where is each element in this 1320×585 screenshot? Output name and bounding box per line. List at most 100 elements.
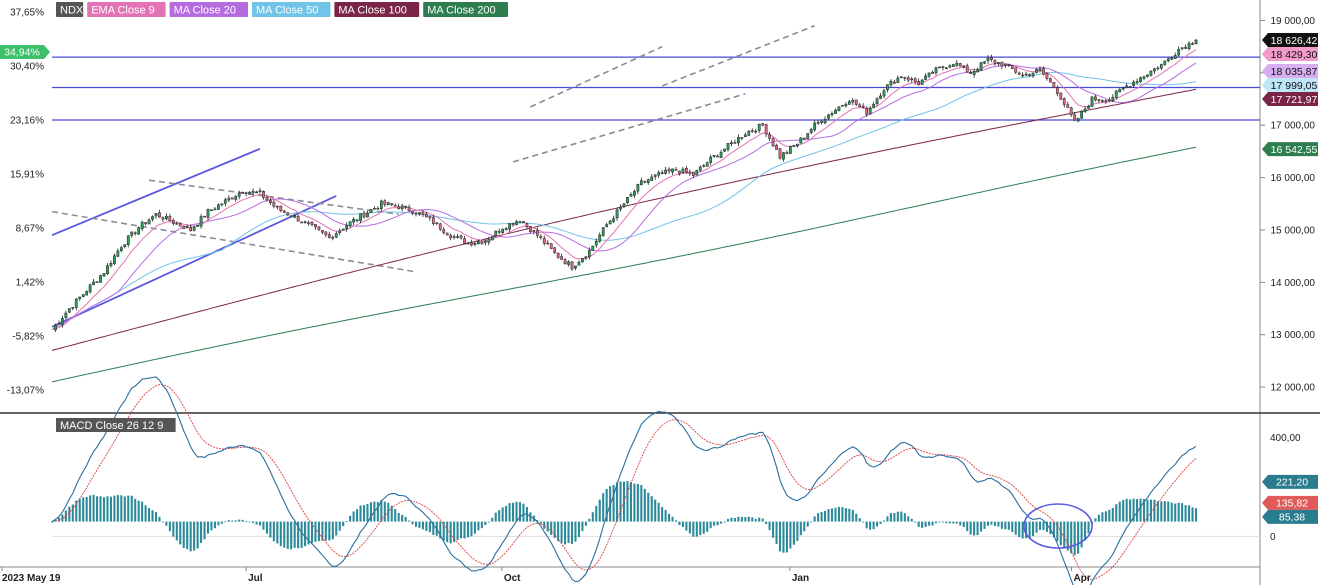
- candle[interactable]: [899, 76, 903, 79]
- candle[interactable]: [220, 203, 224, 207]
- candle[interactable]: [483, 238, 487, 246]
- candle[interactable]: [1021, 72, 1025, 78]
- candle[interactable]: [1194, 38, 1198, 45]
- candle[interactable]: [660, 169, 664, 175]
- legend-entry[interactable]: MA Close 50: [252, 2, 331, 17]
- candle[interactable]: [376, 206, 380, 210]
- candle[interactable]: [296, 214, 300, 222]
- candle[interactable]: [494, 230, 498, 238]
- candle[interactable]: [1069, 106, 1073, 117]
- candle[interactable]: [508, 223, 511, 232]
- candle[interactable]: [61, 315, 64, 328]
- candle[interactable]: [823, 116, 827, 125]
- candle[interactable]: [269, 197, 272, 206]
- candle[interactable]: [1135, 78, 1139, 85]
- candle[interactable]: [650, 174, 654, 181]
- candle[interactable]: [945, 67, 948, 70]
- candle[interactable]: [1163, 60, 1167, 66]
- candle[interactable]: [938, 66, 941, 69]
- candle[interactable]: [379, 199, 383, 212]
- candle[interactable]: [969, 70, 973, 74]
- candle[interactable]: [99, 274, 102, 283]
- candle[interactable]: [272, 199, 276, 209]
- candle[interactable]: [594, 238, 598, 248]
- candle[interactable]: [525, 222, 529, 230]
- candle[interactable]: [1000, 61, 1004, 70]
- candle[interactable]: [979, 61, 983, 71]
- candle[interactable]: [126, 235, 130, 248]
- candle[interactable]: [910, 77, 914, 83]
- trendline-lower[interactable]: [51, 195, 337, 328]
- candle[interactable]: [258, 187, 262, 194]
- candle[interactable]: [504, 226, 508, 231]
- candle[interactable]: [102, 273, 106, 278]
- candle[interactable]: [691, 171, 695, 178]
- candle[interactable]: [175, 221, 179, 225]
- candle[interactable]: [522, 221, 525, 223]
- candle[interactable]: [1014, 67, 1018, 75]
- candle[interactable]: [487, 236, 491, 246]
- candle[interactable]: [806, 133, 810, 140]
- candle[interactable]: [927, 72, 931, 79]
- candle[interactable]: [813, 119, 817, 132]
- legend-entry[interactable]: NDX: [56, 2, 84, 17]
- candle[interactable]: [289, 215, 293, 218]
- candle[interactable]: [639, 177, 643, 186]
- candle[interactable]: [327, 231, 331, 239]
- candle[interactable]: [359, 213, 362, 224]
- candle[interactable]: [997, 62, 1000, 67]
- legend-entry[interactable]: MA Close 100: [334, 2, 420, 17]
- candle[interactable]: [605, 222, 609, 228]
- candle[interactable]: [695, 169, 699, 176]
- candle[interactable]: [834, 108, 837, 114]
- candle[interactable]: [587, 247, 591, 260]
- candle[interactable]: [182, 225, 186, 230]
- candle[interactable]: [244, 191, 248, 197]
- price-pane[interactable]: [51, 24, 1260, 383]
- candle[interactable]: [723, 148, 726, 153]
- candle[interactable]: [334, 231, 338, 239]
- candle[interactable]: [473, 241, 477, 247]
- candle[interactable]: [1083, 105, 1087, 113]
- candle[interactable]: [678, 170, 681, 176]
- candle[interactable]: [74, 298, 78, 311]
- candle[interactable]: [1187, 41, 1191, 51]
- candle[interactable]: [431, 214, 435, 226]
- candle[interactable]: [1087, 104, 1090, 110]
- candle[interactable]: [865, 106, 869, 117]
- candle[interactable]: [837, 106, 841, 112]
- candle[interactable]: [123, 244, 127, 249]
- candle[interactable]: [223, 197, 227, 207]
- candle[interactable]: [501, 228, 505, 234]
- candle[interactable]: [438, 222, 442, 232]
- candle[interactable]: [553, 247, 557, 254]
- legend-entry[interactable]: MA Close 20: [169, 2, 248, 17]
- candle[interactable]: [518, 220, 522, 223]
- candle[interactable]: [875, 97, 879, 107]
- candle[interactable]: [608, 219, 612, 225]
- candle[interactable]: [1007, 63, 1011, 67]
- ma50-line[interactable]: [51, 71, 1197, 330]
- candle[interactable]: [310, 220, 314, 227]
- candle[interactable]: [64, 310, 68, 320]
- candle[interactable]: [962, 65, 966, 69]
- candle[interactable]: [726, 143, 730, 152]
- candle[interactable]: [560, 253, 563, 260]
- candle[interactable]: [366, 210, 369, 218]
- candle[interactable]: [667, 167, 671, 174]
- candle[interactable]: [601, 226, 605, 237]
- candle[interactable]: [733, 139, 737, 144]
- candle[interactable]: [116, 248, 120, 258]
- candle[interactable]: [619, 204, 622, 212]
- candle[interactable]: [532, 229, 536, 235]
- candle[interactable]: [820, 120, 823, 125]
- candle[interactable]: [275, 205, 279, 210]
- candle[interactable]: [951, 63, 955, 67]
- candle[interactable]: [671, 168, 674, 175]
- candle[interactable]: [1035, 68, 1038, 74]
- candle[interactable]: [1159, 63, 1163, 71]
- candle[interactable]: [681, 166, 685, 174]
- candle[interactable]: [459, 234, 463, 240]
- dashed-channel-upper-3[interactable]: [661, 24, 815, 87]
- candle[interactable]: [383, 199, 387, 207]
